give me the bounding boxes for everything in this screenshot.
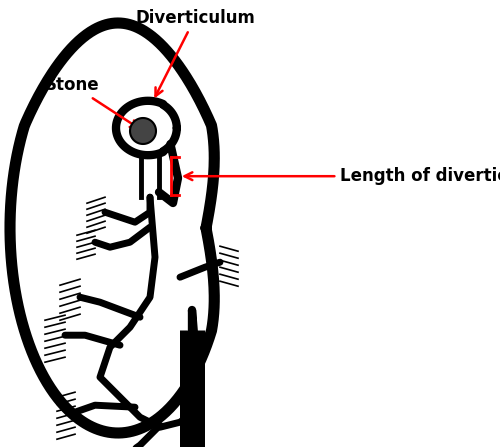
Polygon shape <box>130 118 156 144</box>
Text: Length of diverticular neck: Length of diverticular neck <box>184 167 500 185</box>
Text: Stone: Stone <box>45 76 138 128</box>
Text: Diverticulum: Diverticulum <box>135 9 255 96</box>
